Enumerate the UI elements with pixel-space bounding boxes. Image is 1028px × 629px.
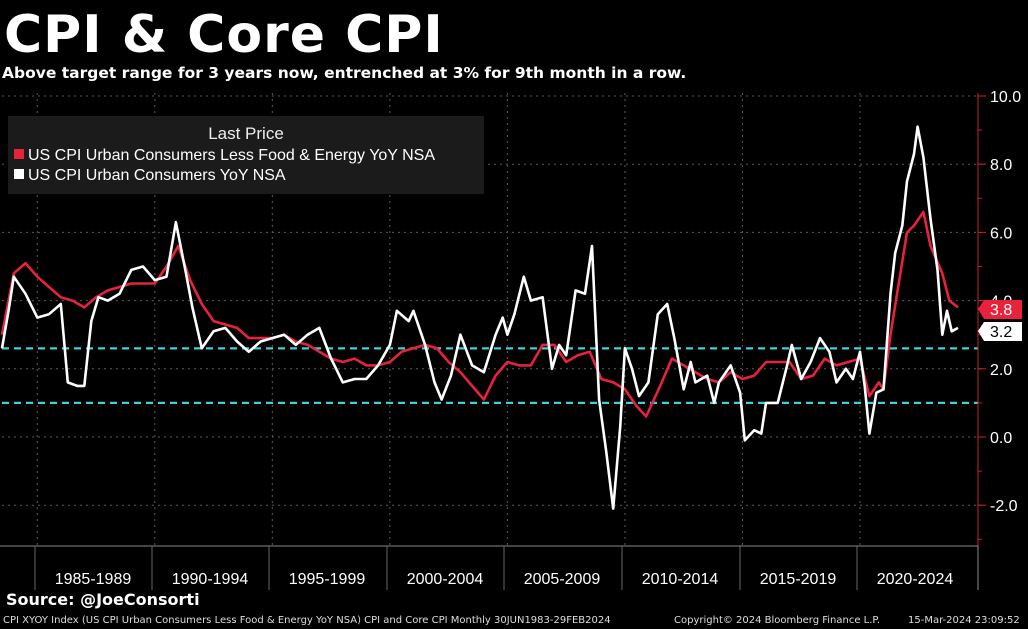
legend-title: Last Price (208, 124, 284, 143)
core-cpi-line (0, 210, 959, 418)
chart-legend: Last Price US CPI Urban Consumers Less F… (8, 116, 484, 194)
x-tick-label: 2020-2024 (877, 571, 954, 588)
last-value-badge (978, 322, 1022, 341)
legend-item-core-cpi: US CPI Urban Consumers Less Food & Energ… (14, 147, 435, 165)
last-value-core-cpi: 3.8 (978, 300, 1022, 319)
y-tick-label: 6.0 (990, 225, 1012, 242)
y-tick-label: -2.0 (990, 498, 1018, 515)
legend-swatch-red (14, 149, 24, 159)
y-axis-ticks: 10.08.06.04.02.00.0-2.0 (978, 89, 1021, 515)
chart-subtitle: Above target range for 3 years now, entr… (2, 64, 687, 82)
x-tick-label: 1990-1994 (172, 571, 249, 588)
legend-label: US CPI Urban Consumers Less Food & Energ… (28, 147, 436, 164)
footer-copyright: Copyright© 2024 Bloomberg Finance L.P. (674, 615, 881, 626)
legend-label: US CPI Urban Consumers YoY NSA (28, 167, 286, 184)
x-tick-label: 2010-2014 (642, 571, 719, 588)
y-tick-label: 0.0 (990, 430, 1012, 447)
y-tick-label: 2.0 (990, 362, 1012, 379)
last-value-text: 3.2 (990, 324, 1012, 341)
x-tick-label: 1995-1999 (289, 571, 366, 588)
x-tick-label: 2000-2004 (407, 571, 484, 588)
footer-description: CPI XYOY Index (US CPI Urban Consumers L… (3, 615, 611, 626)
last-value-text: 3.8 (990, 302, 1012, 319)
series-lines (0, 125, 959, 510)
y-tick-label: 8.0 (990, 157, 1012, 174)
x-tick-label: 1985-1989 (55, 571, 132, 588)
legend-item-cpi: US CPI Urban Consumers YoY NSA (14, 167, 286, 185)
last-value-labels: 3.83.2 (978, 300, 1022, 341)
footer-timestamp: 15-Mar-2024 23:09:52 (908, 615, 1020, 626)
legend-swatch-white (14, 169, 24, 179)
cpi-line (0, 125, 959, 510)
last-value-badge (978, 300, 1022, 319)
reference-lines (2, 347, 978, 404)
y-tick-label: 10.0 (990, 89, 1021, 106)
x-tick-label: 2015-2019 (760, 571, 837, 588)
chart-title: CPI & Core CPI (4, 5, 444, 65)
x-axis-ticks: 1985-1989 1990-1994 1995-1999 2000-2004 2005… (34, 546, 954, 590)
last-value-cpi: 3.2 (978, 322, 1022, 341)
source-credit: Source: @JoeConsorti (6, 590, 200, 609)
x-tick-label: 2005-2009 (524, 571, 601, 588)
